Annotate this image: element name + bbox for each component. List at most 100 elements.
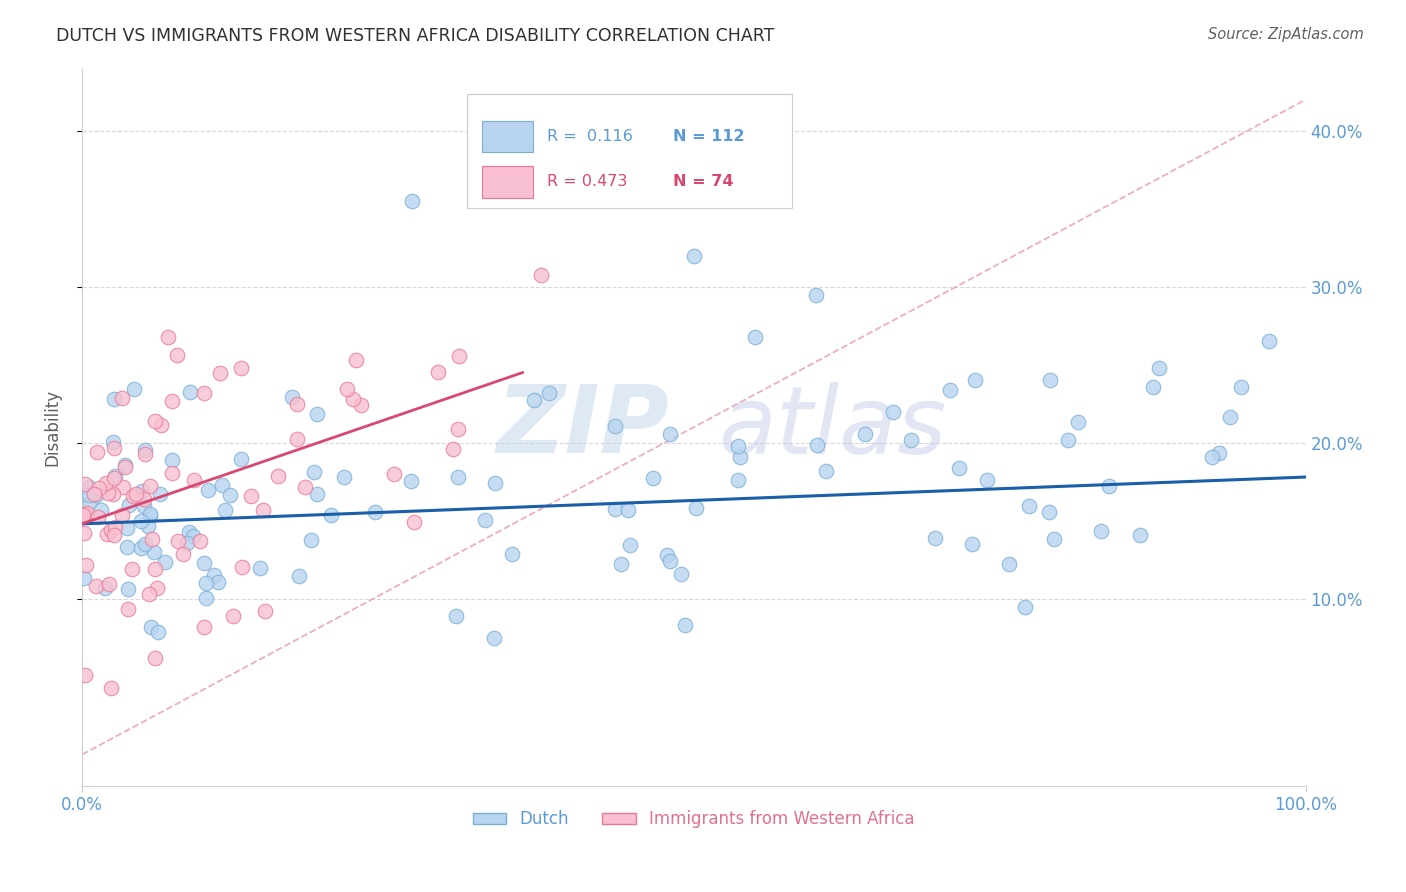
Point — [728, 450, 751, 465]
Point — [605, 502, 627, 516]
Point — [294, 480, 316, 494]
Point — [1090, 524, 1112, 538]
Point — [231, 451, 253, 466]
Point — [193, 385, 215, 400]
Point — [156, 329, 179, 343]
Point — [97, 486, 120, 500]
Point — [96, 476, 118, 491]
Point — [146, 581, 169, 595]
Text: N = 112: N = 112 — [673, 129, 745, 145]
Point — [402, 515, 425, 529]
Point — [143, 544, 166, 558]
Point — [364, 505, 387, 519]
Point — [501, 547, 523, 561]
FancyBboxPatch shape — [467, 94, 792, 209]
Point — [229, 360, 252, 375]
Point — [254, 604, 277, 618]
Point — [121, 562, 143, 576]
Point — [72, 508, 94, 522]
Point — [75, 508, 97, 522]
Point — [249, 561, 271, 575]
Point — [321, 508, 343, 522]
Point — [146, 624, 169, 639]
Point — [281, 390, 304, 404]
Y-axis label: Disability: Disability — [44, 389, 60, 466]
Text: ZIP: ZIP — [496, 381, 669, 473]
Point — [1043, 532, 1066, 546]
Point — [104, 520, 127, 534]
Text: R =  0.116: R = 0.116 — [547, 129, 633, 145]
Point — [141, 620, 163, 634]
Point — [87, 510, 110, 524]
Point — [129, 541, 152, 555]
Point — [79, 494, 101, 508]
Point — [240, 489, 263, 503]
Point — [87, 481, 110, 495]
Point — [160, 452, 183, 467]
Point — [149, 487, 172, 501]
Point — [103, 528, 125, 542]
Point — [114, 460, 136, 475]
Point — [214, 503, 236, 517]
Point — [172, 547, 194, 561]
Point — [447, 422, 470, 436]
Point — [1039, 373, 1062, 387]
Point — [75, 558, 97, 572]
Point — [96, 527, 118, 541]
Point — [103, 471, 125, 485]
Point — [806, 437, 828, 451]
Point — [103, 392, 125, 406]
Point — [441, 442, 464, 456]
Point — [399, 474, 422, 488]
Point — [77, 480, 100, 494]
Point — [162, 394, 184, 409]
Point — [484, 475, 506, 490]
Point — [673, 617, 696, 632]
FancyBboxPatch shape — [482, 166, 533, 198]
Point — [307, 407, 329, 421]
Point — [73, 571, 96, 585]
Point — [727, 439, 749, 453]
Point — [115, 540, 138, 554]
Point — [305, 487, 328, 501]
Point — [211, 477, 233, 491]
Point — [814, 464, 837, 478]
Point — [149, 418, 172, 433]
Point — [197, 483, 219, 498]
Point — [75, 477, 97, 491]
Point — [252, 503, 274, 517]
Point — [73, 667, 96, 681]
Point — [948, 461, 970, 475]
Point — [134, 442, 156, 457]
Point — [97, 577, 120, 591]
Point — [125, 486, 148, 500]
Point — [94, 581, 117, 595]
Point — [342, 392, 364, 406]
Point — [145, 651, 167, 665]
Point — [659, 554, 682, 568]
Point — [744, 329, 766, 343]
Point — [1038, 505, 1060, 519]
Point — [132, 492, 155, 507]
Point — [619, 538, 641, 552]
Point — [86, 579, 108, 593]
Point — [426, 365, 449, 379]
Point — [530, 268, 553, 282]
Point — [117, 582, 139, 596]
Point — [299, 533, 322, 547]
Point — [965, 373, 987, 387]
Point — [143, 414, 166, 428]
Point — [101, 486, 124, 500]
Point — [344, 352, 367, 367]
Point — [111, 391, 134, 405]
Point — [167, 534, 190, 549]
Point — [444, 608, 467, 623]
Point — [1201, 450, 1223, 464]
Point — [1219, 409, 1241, 424]
Point — [181, 528, 204, 542]
Point — [302, 466, 325, 480]
Point — [657, 548, 679, 562]
Point — [104, 468, 127, 483]
Point — [1097, 479, 1119, 493]
Point — [1014, 600, 1036, 615]
